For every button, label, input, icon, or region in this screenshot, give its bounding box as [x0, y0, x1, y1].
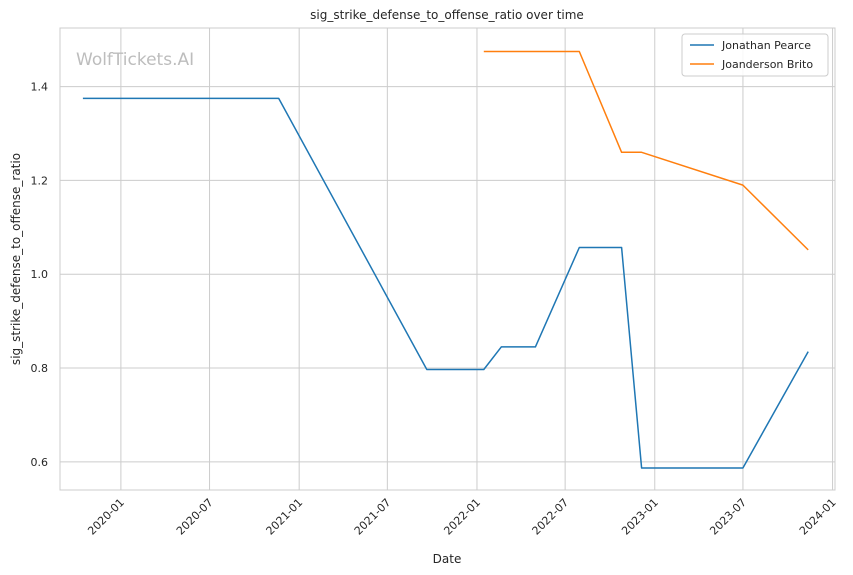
x-tick-labels: 2020-01 2020-07 2021-01 2021-07 2022-01 2022-… — [85, 496, 838, 538]
y-tick-labels: 0.6 0.8 1.0 1.2 1.4 — [31, 81, 49, 469]
plot-background — [60, 28, 835, 490]
x-tick-label: 2020-01 — [85, 496, 127, 538]
y-tick-label: 1.0 — [31, 268, 49, 281]
legend-label-2: Joanderson Brito — [721, 58, 813, 71]
x-axis-label: Date — [433, 552, 462, 566]
x-tick-label: 2021-07 — [352, 496, 394, 538]
series-layer — [82, 50, 809, 469]
y-axis-label: sig_strike_defense_to_offense_ratio — [9, 153, 23, 365]
y-tick-label: 1.2 — [31, 174, 49, 187]
legend-label-1: Jonathan Pearce — [721, 39, 811, 52]
y-tick-label: 0.6 — [31, 456, 49, 469]
series-line-2 — [483, 50, 809, 251]
series-line-1 — [82, 97, 809, 469]
y-tick-label: 0.8 — [31, 362, 49, 375]
watermark: WolfTickets.AI — [76, 50, 194, 70]
y-tick-label: 1.4 — [31, 81, 49, 94]
plot-frame — [59, 27, 836, 491]
x-tick-label: 2024-01 — [797, 496, 839, 538]
x-tick-label: 2022-07 — [530, 496, 572, 538]
legend-box — [681, 33, 829, 77]
x-tick-label: 2021-01 — [264, 496, 306, 538]
legend: Jonathan Pearce Joanderson Brito — [681, 33, 829, 77]
x-tick-label: 2023-07 — [707, 496, 749, 538]
chart-title: sig_strike_defense_to_offense_ratio over… — [310, 8, 584, 22]
x-tick-label: 2020-07 — [174, 496, 216, 538]
x-tick-label: 2023-01 — [619, 496, 661, 538]
x-tick-label: 2022-01 — [441, 496, 483, 538]
grid-lines — [60, 28, 835, 490]
